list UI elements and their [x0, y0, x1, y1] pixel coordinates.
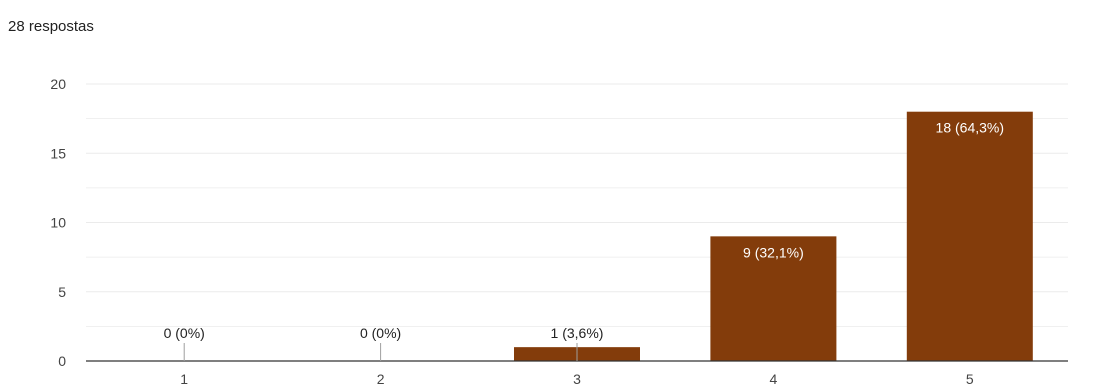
- data-label: 9 (32,1%): [743, 244, 804, 260]
- x-tick-label: 4: [770, 371, 778, 387]
- y-axis-ticks: 0 5 10 15 20: [50, 76, 66, 369]
- data-label: 0 (0%): [360, 325, 401, 341]
- y-tick-label: 20: [50, 76, 66, 92]
- bar: [906, 111, 1033, 361]
- x-tick-label: 2: [377, 371, 385, 387]
- data-label: 1 (3,6%): [551, 325, 604, 341]
- y-tick-label: 5: [58, 284, 66, 300]
- y-tick-label: 0: [58, 353, 66, 369]
- x-axis-ticks: 1 2 3 4 5: [180, 371, 974, 387]
- data-label: 0 (0%): [164, 325, 205, 341]
- x-tick-label: 5: [966, 371, 974, 387]
- x-tick-label: 3: [573, 371, 581, 387]
- y-tick-label: 15: [50, 145, 66, 161]
- bar: [710, 236, 837, 361]
- y-tick-label: 10: [50, 215, 66, 231]
- data-labels: 0 (0%) 0 (0%) 1 (3,6%) 9 (32,1%) 18 (64,3%): [164, 120, 1004, 361]
- responses-count: 28 respostas: [8, 18, 94, 35]
- gridlines: [86, 83, 1068, 327]
- x-tick-label: 1: [180, 371, 188, 387]
- bars: [514, 111, 1033, 361]
- data-label: 18 (64,3%): [936, 120, 1004, 136]
